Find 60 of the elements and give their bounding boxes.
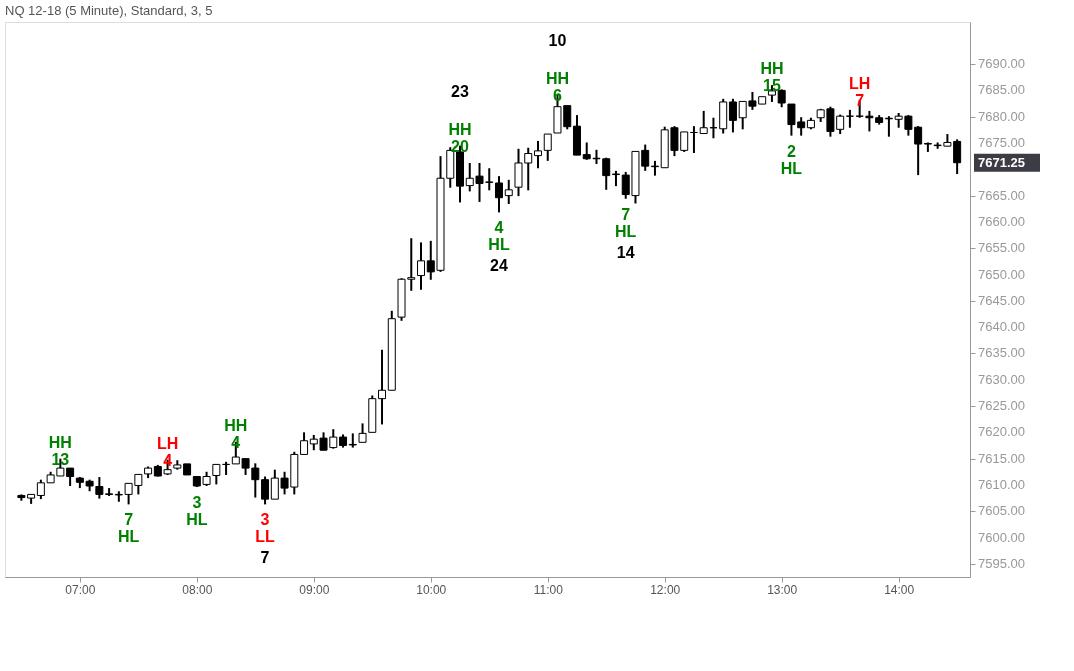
x-tick-label: 10:00 xyxy=(416,582,447,597)
candlestick xyxy=(699,109,708,135)
candlestick xyxy=(300,431,309,456)
annotation: 24 xyxy=(490,257,508,275)
candlestick xyxy=(650,159,659,177)
annotation: 2 HL xyxy=(780,142,803,177)
annotation: 7671.25 xyxy=(978,154,1025,170)
annotation: HH 13 xyxy=(48,433,72,468)
annotation: 3 LL xyxy=(255,511,276,546)
y-tick-label: 7650.00 xyxy=(978,266,1025,282)
annotation: 14 xyxy=(616,243,635,261)
candlestick xyxy=(348,432,357,449)
candlestick xyxy=(212,463,221,486)
candlestick xyxy=(261,475,270,506)
y-tick-label: 7690.00 xyxy=(978,56,1025,72)
y-tick-label: 7600.00 xyxy=(978,529,1025,545)
x-tick-label: 14:00 xyxy=(884,582,915,597)
y-tick-label: 7605.00 xyxy=(978,503,1025,519)
y-tick-label: 7635.00 xyxy=(978,345,1025,361)
annotation: LH 4 xyxy=(156,434,179,469)
annotation: HH 4 xyxy=(224,416,248,451)
annotation: HH 20 xyxy=(448,120,472,155)
y-tick-label: 7675.00 xyxy=(978,135,1025,150)
annotation: 7 HL xyxy=(117,511,140,546)
x-tick-label: 08:00 xyxy=(182,582,213,597)
candlestick xyxy=(728,97,737,134)
y-tick-label: 7655.00 xyxy=(978,240,1025,256)
y-tick-label: 7625.00 xyxy=(978,398,1025,414)
candlestick xyxy=(504,178,513,206)
annotation: HH 15 xyxy=(760,60,784,95)
chart-title: NQ 12-18 (5 Minute), Standard, 3, 5 xyxy=(5,3,213,18)
y-tick-label: 7660.00 xyxy=(978,213,1025,229)
y-tick-label: 7645.00 xyxy=(978,292,1025,308)
y-tick-label: 7615.00 xyxy=(978,450,1025,466)
x-tick-label: 13:00 xyxy=(767,582,798,597)
candlestick xyxy=(534,139,542,170)
candlestick xyxy=(378,348,387,426)
x-tick-label: 07:00 xyxy=(65,582,96,597)
x-tick-label: 09:00 xyxy=(299,582,330,597)
y-tick-label: 7640.00 xyxy=(978,319,1025,335)
candlestick xyxy=(495,175,503,214)
y-tick-label: 7685.00 xyxy=(978,82,1025,98)
x-tick-label: 12:00 xyxy=(650,582,681,597)
y-tick-label: 7595.00 xyxy=(978,555,1025,571)
annotation: 10 xyxy=(548,32,567,50)
annotation: 23 xyxy=(451,82,470,100)
annotation: 3 HL xyxy=(186,494,208,529)
annotation: 7 xyxy=(260,549,270,567)
y-tick-label: 7630.00 xyxy=(978,371,1025,387)
y-tick-label: 7610.00 xyxy=(978,476,1025,492)
candlestick xyxy=(417,241,426,291)
y-tick-label: 7620.00 xyxy=(978,424,1025,440)
y-tick-label: 7665.00 xyxy=(978,187,1025,203)
annotation: LH 7 xyxy=(849,74,871,109)
annotation: HH 6 xyxy=(545,70,570,105)
candlestick xyxy=(358,422,367,444)
y-tick-label: 7680.00 xyxy=(978,108,1025,124)
annotation: 4 HL xyxy=(488,219,510,254)
annotation: 7 HL xyxy=(615,205,637,240)
x-tick-label: 11:00 xyxy=(533,582,564,597)
